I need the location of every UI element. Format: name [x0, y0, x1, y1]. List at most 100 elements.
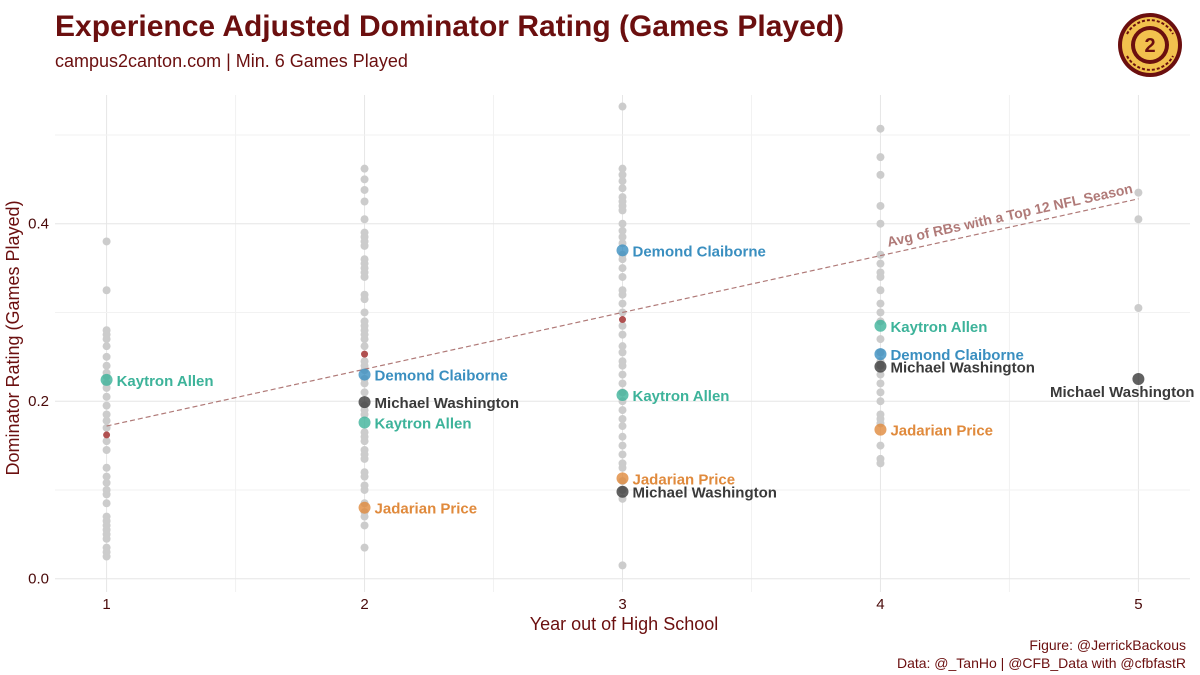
background-point [360, 472, 369, 481]
background-point [876, 219, 885, 228]
background-point [618, 102, 627, 111]
background-point [618, 164, 627, 173]
x-tick-label: 2 [360, 596, 368, 613]
background-point [360, 485, 369, 494]
x-tick-label: 1 [102, 596, 110, 613]
background-point [102, 286, 111, 295]
background-point [102, 392, 111, 401]
background-points [102, 102, 1143, 570]
background-point [618, 177, 627, 186]
background-point [876, 299, 885, 308]
reference-point [619, 316, 626, 324]
background-point [102, 410, 111, 419]
background-point [360, 388, 369, 397]
background-point [102, 416, 111, 425]
michael-washington-point [358, 396, 371, 409]
x-axis-label: Year out of High School [530, 614, 718, 634]
demond-claiborne-point [874, 348, 887, 361]
background-point [618, 561, 627, 570]
background-point [102, 401, 111, 410]
x-axis-ticks: 1 2 3 4 5 [102, 596, 1142, 613]
michael-washington-point [874, 360, 887, 373]
x-tick-label: 4 [876, 596, 884, 613]
background-point [876, 259, 885, 268]
background-point [876, 388, 885, 397]
background-point [102, 361, 111, 370]
background-point [876, 335, 885, 344]
background-point [618, 348, 627, 357]
background-point [102, 472, 111, 481]
caption-data-credit: Data: @_TanHo | @CFB_Data with @cfbfastR [896, 655, 1186, 671]
background-point [360, 164, 369, 173]
background-point [102, 335, 111, 344]
michael-washington-label: Michael Washington [375, 395, 519, 412]
background-point [360, 241, 369, 250]
background-point [618, 184, 627, 193]
background-point [618, 233, 627, 241]
jadarian-price-point [358, 501, 371, 514]
background-point [360, 342, 369, 351]
background-point [618, 406, 627, 415]
background-point [360, 308, 369, 317]
kaytron-allen-label: Kaytron Allen [375, 415, 472, 432]
jadarian-price-label: Jadarian Price [890, 423, 993, 440]
background-point [618, 290, 627, 299]
demond-claiborne-label: Demond Claiborne [375, 368, 508, 385]
y-tick-label: 0.2 [28, 393, 49, 410]
background-point [360, 437, 369, 446]
background-point [102, 342, 111, 351]
background-point [618, 379, 627, 388]
background-point [360, 272, 369, 281]
kaytron-allen-point [100, 373, 113, 386]
background-point [618, 450, 627, 459]
background-point [618, 441, 627, 450]
background-point [360, 543, 369, 552]
chart-subtitle: campus2canton.com | Min. 6 Games Played [55, 51, 408, 71]
background-point [876, 441, 885, 450]
reference-point [103, 431, 111, 439]
x-tick-label: 3 [618, 596, 626, 613]
demond-claiborne-point [616, 244, 629, 257]
background-point [360, 410, 369, 419]
background-point [876, 153, 885, 162]
x-tick-label: 5 [1134, 596, 1142, 613]
background-point [618, 299, 627, 308]
y-tick-label: 0.0 [28, 571, 49, 588]
michael-washington-label: Michael Washington [890, 360, 1034, 377]
demond-claiborne-point [358, 368, 371, 381]
background-point [876, 250, 885, 259]
background-point [618, 206, 627, 215]
background-point [360, 379, 369, 388]
svg-text:2: 2 [1144, 35, 1155, 57]
chart-title: Experience Adjusted Dominator Rating (Ga… [55, 10, 845, 43]
demond-claiborne-label: Demond Claiborne [633, 243, 766, 260]
background-point [102, 437, 111, 446]
background-point [102, 552, 111, 561]
michael-washington-label: Michael Washington [1050, 384, 1194, 401]
jadarian-price-point [874, 423, 887, 436]
background-point [102, 352, 111, 361]
background-point [618, 414, 627, 423]
y-axis-ticks: 0.0 0.2 0.4 [28, 216, 49, 588]
background-point [360, 335, 369, 344]
background-point [102, 478, 111, 487]
kaytron-allen-label: Kaytron Allen [633, 388, 730, 405]
background-point [618, 219, 627, 228]
background-point [618, 272, 627, 281]
background-point [618, 463, 627, 472]
jadarian-price-point [616, 472, 629, 485]
background-point [876, 286, 885, 295]
background-point [102, 237, 111, 246]
background-point [102, 463, 111, 472]
background-point [1134, 215, 1143, 224]
background-point [618, 226, 627, 235]
background-point [618, 170, 627, 179]
background-point [360, 512, 369, 521]
background-point [1134, 188, 1143, 197]
background-point [618, 432, 627, 441]
jadarian-price-label: Jadarian Price [633, 471, 736, 488]
background-point [1134, 304, 1143, 312]
background-point [360, 197, 369, 206]
reference-point [361, 350, 369, 358]
background-point [618, 370, 627, 379]
